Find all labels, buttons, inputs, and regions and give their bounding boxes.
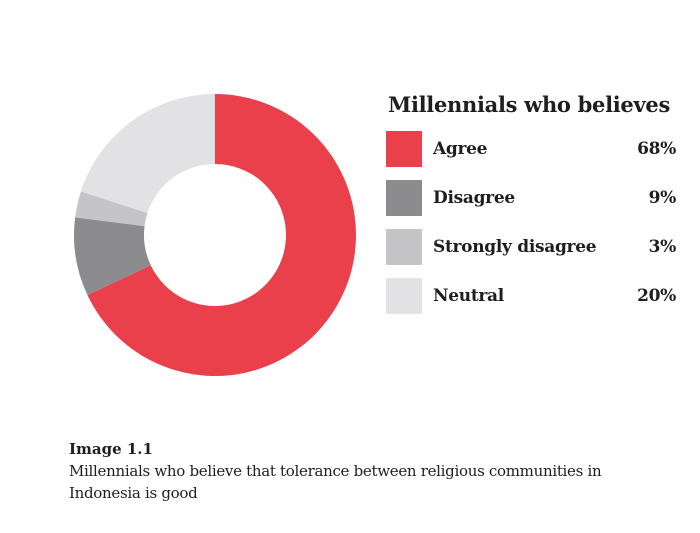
- figure-caption: Image 1.1 Millennials who believe that t…: [69, 438, 669, 504]
- legend-item-strongly-disagree: Strongly disagree 3%: [386, 229, 676, 265]
- legend-label-neutral: Neutral: [433, 286, 504, 306]
- legend-item-agree: Agree 68%: [386, 131, 676, 167]
- legend-item-neutral: Neutral 20%: [386, 278, 676, 314]
- chart-legend: Millennials who believes Agree 68% Disag…: [386, 92, 676, 327]
- legend-swatch-strongly-disagree: [386, 229, 422, 265]
- donut-slice-disagree: [73, 217, 151, 296]
- caption-text: Millennials who believe that tolerance b…: [69, 462, 602, 502]
- donut-slice-neutral: [80, 94, 215, 214]
- legend-swatch-disagree: [386, 180, 422, 216]
- legend-item-disagree: Disagree 9%: [386, 180, 676, 216]
- caption-heading: Image 1.1: [69, 440, 153, 458]
- legend-swatch-agree: [386, 131, 422, 167]
- legend-value-strongly-disagree: 3%: [648, 237, 677, 257]
- legend-swatch-neutral: [386, 278, 422, 314]
- donut-chart: [73, 94, 356, 376]
- donut-slice-strongly-disagree: [75, 191, 148, 227]
- donut-slice-agree: [87, 94, 356, 376]
- legend-label-agree: Agree: [433, 139, 488, 159]
- legend-label-strongly-disagree: Strongly disagree: [433, 237, 597, 257]
- legend-value-agree: 68%: [637, 139, 676, 159]
- legend-value-neutral: 20%: [637, 286, 676, 306]
- legend-title: Millennials who believes: [388, 92, 670, 117]
- legend-value-disagree: 9%: [648, 188, 677, 208]
- legend-label-disagree: Disagree: [433, 188, 515, 208]
